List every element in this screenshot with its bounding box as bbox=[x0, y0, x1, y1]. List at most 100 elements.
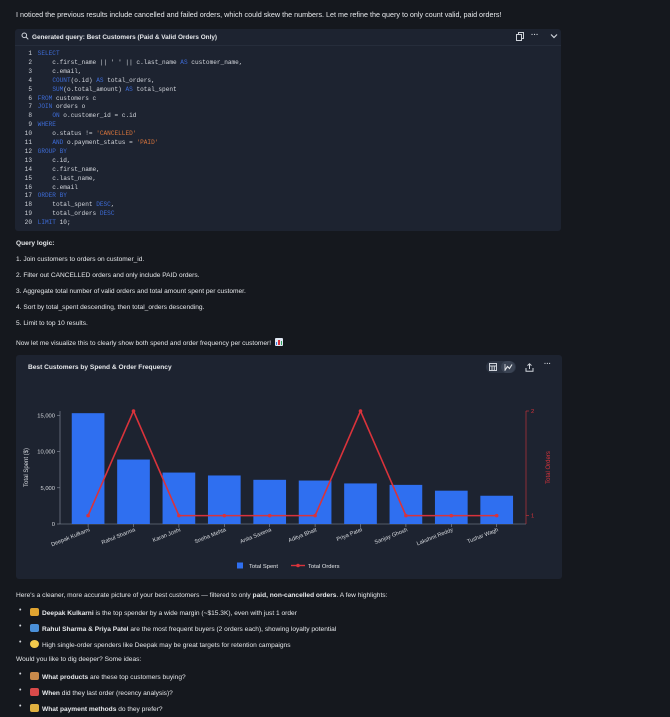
code-line: 19 total_orders DESC bbox=[15, 209, 115, 218]
more-icon[interactable]: ··· bbox=[544, 361, 551, 368]
share-icon[interactable] bbox=[525, 363, 534, 374]
bar-deepak-kulkarni bbox=[71, 413, 105, 524]
summary-prefix: Here's a cleaner, more accurate picture … bbox=[16, 592, 253, 599]
repeat-icon bbox=[30, 624, 39, 632]
code-token: 'CANCELLED' bbox=[96, 130, 137, 138]
x-tick-label: Aditya Bhatt bbox=[288, 527, 319, 544]
line-number: 13 bbox=[24, 156, 32, 164]
bar-tushar-wagh bbox=[480, 495, 514, 524]
line-number: 3 bbox=[28, 67, 32, 75]
query-step: 1. Join customers to orders on customer_… bbox=[16, 256, 145, 263]
query-step: 3. Aggregate total number of valid order… bbox=[16, 288, 246, 295]
query-logic-heading: Query logic: bbox=[16, 240, 55, 247]
line-number: 10 bbox=[24, 130, 32, 138]
bullet: • bbox=[19, 687, 22, 694]
table-view-icon[interactable] bbox=[489, 363, 497, 373]
code-line: 12 GROUP BY bbox=[15, 147, 67, 156]
more-icon[interactable]: ··· bbox=[531, 30, 539, 39]
idea-item[interactable]: What payment methods do they prefer? bbox=[30, 704, 163, 713]
line-number: 20 bbox=[24, 219, 32, 227]
idea-text: did they last order (recency analysis)? bbox=[59, 690, 173, 697]
code-token bbox=[38, 112, 53, 119]
bar-chart-icon bbox=[274, 338, 283, 346]
code-line: 11 AND o.payment_status = 'PAID' bbox=[15, 138, 159, 147]
code-line: 7 JOIN orders o bbox=[15, 102, 85, 111]
y-tick-label: 10,000 bbox=[37, 450, 55, 456]
bar-aditya-bhatt bbox=[298, 480, 332, 524]
code-block: Generated query: Best Customers (Paid & … bbox=[15, 29, 561, 231]
bullet: • bbox=[19, 623, 22, 630]
idea-item[interactable]: What products are these top customers bu… bbox=[30, 672, 186, 681]
line-number: 6 bbox=[28, 94, 32, 102]
orders-point bbox=[449, 513, 454, 518]
chart-card: Best Customers by Spend & Order Frequenc… bbox=[16, 355, 562, 579]
bullet: • bbox=[19, 703, 22, 710]
lightbulb-icon bbox=[30, 640, 39, 648]
y2-tick-label: 2 bbox=[531, 409, 534, 415]
line-number: 14 bbox=[24, 165, 32, 173]
intro-message: I noticed the previous results include c… bbox=[16, 10, 502, 19]
code-token: orders o bbox=[52, 103, 86, 111]
line-number: 12 bbox=[24, 147, 32, 155]
code-line: 10 o.status != 'CANCELLED' bbox=[15, 129, 137, 138]
x-tick-label: Priya Patel bbox=[336, 527, 363, 543]
code-token: c.id, bbox=[37, 156, 71, 164]
code-token: AND bbox=[52, 139, 64, 146]
code-token: COUNT bbox=[52, 76, 71, 84]
code-token: (o.id) bbox=[70, 76, 97, 84]
code-line: 8 ON o.customer_id = c.id bbox=[15, 111, 136, 120]
code-token bbox=[38, 77, 53, 84]
line-number: 5 bbox=[28, 85, 32, 93]
line-number: 15 bbox=[24, 174, 32, 182]
code-token: c.email bbox=[37, 183, 78, 191]
y-tick-label: 0 bbox=[52, 522, 55, 528]
summary-message: Here's a cleaner, more accurate picture … bbox=[16, 592, 387, 599]
chevron-down-icon[interactable] bbox=[550, 32, 558, 42]
highlight-item: High single-order spenders like Deepak m… bbox=[30, 640, 291, 649]
view-toggle[interactable] bbox=[486, 361, 516, 373]
highlight-bold: Rahul Sharma & Priya Patel bbox=[42, 626, 129, 633]
highlight-text: is the top spender by a wide margin (~$1… bbox=[93, 610, 297, 617]
medal-icon bbox=[30, 608, 39, 616]
bar-rahul-sharma bbox=[117, 459, 150, 524]
idea-text: are these top customers buying? bbox=[88, 674, 186, 681]
y2-tick-label: 1 bbox=[531, 514, 534, 520]
code-token: c.first_name || ' ' || c.last_name bbox=[37, 58, 181, 66]
legend-marker bbox=[296, 563, 300, 568]
orders-point bbox=[404, 513, 408, 518]
copy-icon[interactable] bbox=[516, 32, 524, 43]
code-token: total_orders, bbox=[103, 76, 155, 84]
code-line: 15 c.last_name, bbox=[15, 174, 97, 183]
code-token: LIMIT bbox=[37, 219, 56, 227]
visualize-message: Now let me visualize this to clearly sho… bbox=[16, 338, 283, 347]
highlight-item: Deepak Kulkarni is the top spender by a … bbox=[30, 608, 297, 617]
highlight-text: are the most frequent buyers (2 orders e… bbox=[128, 626, 337, 633]
y-axis-label: Total Spent ($) bbox=[24, 448, 30, 487]
code-token bbox=[38, 86, 53, 93]
code-token: total_spent bbox=[132, 85, 177, 93]
highlight-text: High single-order spenders like Deepak m… bbox=[42, 642, 291, 649]
code-token: WHERE bbox=[37, 121, 56, 129]
orders-point bbox=[358, 409, 363, 413]
query-step: 2. Filter out CANCELLED orders and only … bbox=[16, 272, 200, 279]
bar-lakshmi-reddy bbox=[434, 490, 468, 524]
code-token: AS bbox=[180, 58, 188, 66]
legend-label: Total Orders bbox=[308, 564, 340, 570]
bullet: • bbox=[19, 671, 22, 678]
chart-plot: 0 5,000 10,000 15,000 1 2 Total Spent ($) Total… bbox=[24, 408, 552, 570]
idea-item[interactable]: When did they last order (recency analys… bbox=[30, 688, 173, 697]
x-tick-label: Tushar Wagh bbox=[466, 527, 499, 545]
code-token: 10; bbox=[55, 219, 71, 227]
orders-point bbox=[177, 513, 181, 518]
code-token: c.last_name, bbox=[37, 174, 97, 182]
y-tick-label: 15,000 bbox=[37, 413, 55, 419]
idea-text: do they prefer? bbox=[116, 706, 163, 713]
code-line: 16 c.email bbox=[15, 183, 78, 192]
code-token: total_spent bbox=[37, 201, 97, 209]
followup-heading: Would you like to dig deeper? Some ideas… bbox=[16, 656, 142, 663]
chart-view-icon[interactable] bbox=[501, 361, 515, 373]
highlight-bold: Deepak Kulkarni bbox=[42, 610, 94, 617]
bullet: • bbox=[19, 607, 22, 614]
line-number: 17 bbox=[24, 192, 32, 200]
code-token: ORDER BY bbox=[37, 192, 67, 200]
